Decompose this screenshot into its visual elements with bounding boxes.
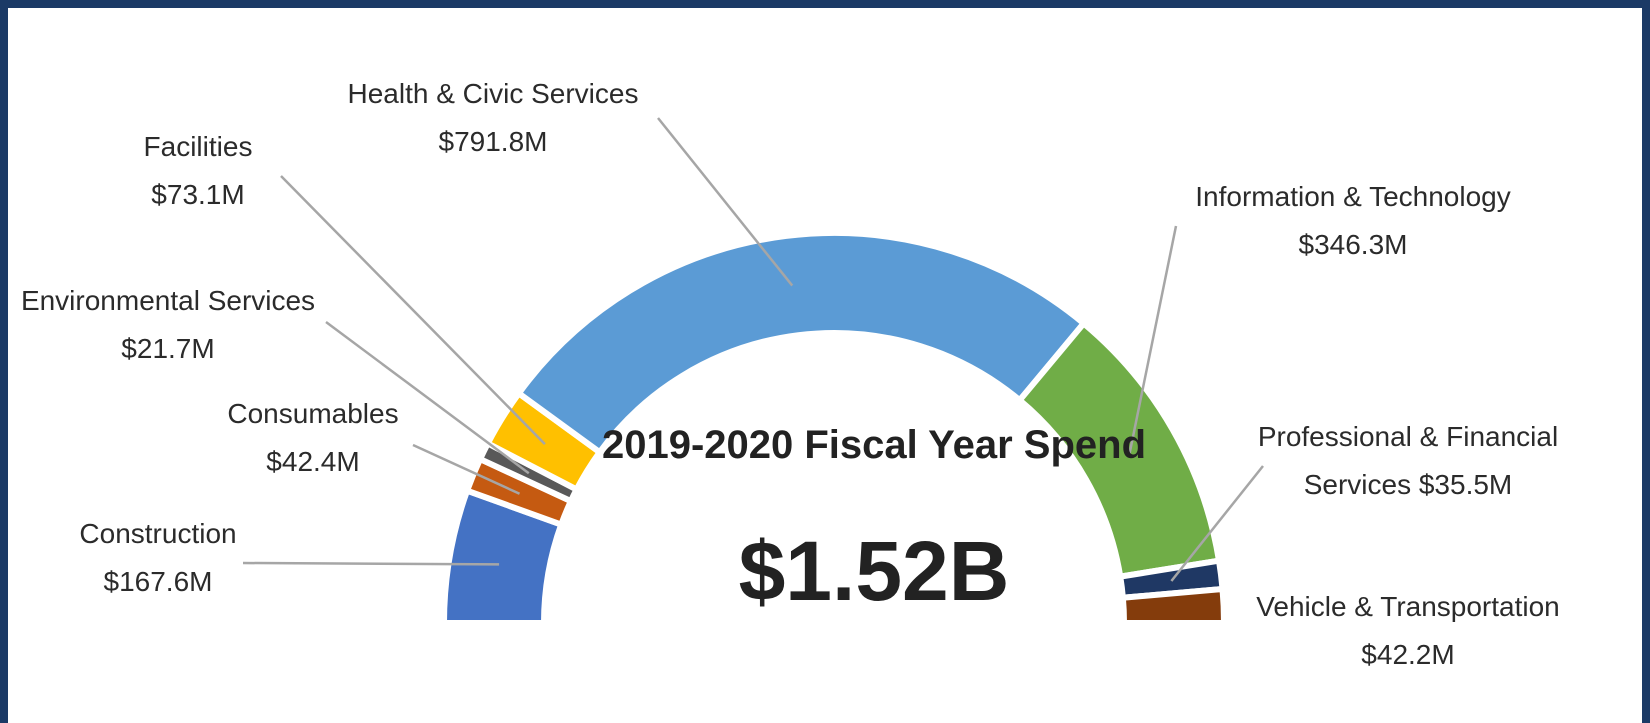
chart-frame: Construction $167.6M Consumables $42.4M Envi… [8,8,1642,723]
leader-line-information-and-technology [1128,225,1178,455]
leader-lines-group [242,117,1264,582]
leader-line-consumables [412,443,521,495]
slice-vehicle-and-transportation [1119,585,1228,626]
slice-health-and-civic-services [514,230,1088,457]
slice-label-information-and-technology: Information & Technology $346.3M [1195,181,1510,260]
slice-label-facilities: Facilities $73.1M [144,131,253,210]
slice-label-environmental-services: Environmental Services $21.7M [21,285,315,364]
leader-line-facilities [280,175,546,445]
slice-label-construction: Construction $167.6M [79,518,236,597]
leader-line-professional-and-financial-services [1170,465,1264,582]
semi-donut-chart: Construction $167.6M Consumables $42.4M Envi… [21,78,1560,670]
slice-labels-group: Construction $167.6M Consumables $42.4M Envi… [21,78,1560,670]
leader-line-health-and-civic-services [657,117,794,287]
slice-label-professional-and-financial-services: Professional & Financial Services $35.5M [1258,421,1558,500]
slice-label-health-and-civic-services: Health & Civic Services $791.8M [348,78,639,157]
chart-total: $1.52B [739,524,1010,618]
chart-title: 2019-2020 Fiscal Year Spend [602,423,1146,467]
leader-line-construction [242,561,500,566]
slice-label-consumables: Consumables $42.4M [227,398,398,477]
slice-label-vehicle-and-transportation: Vehicle & Transportation $42.2M [1256,591,1560,670]
leader-line-environmental-services [325,320,530,475]
